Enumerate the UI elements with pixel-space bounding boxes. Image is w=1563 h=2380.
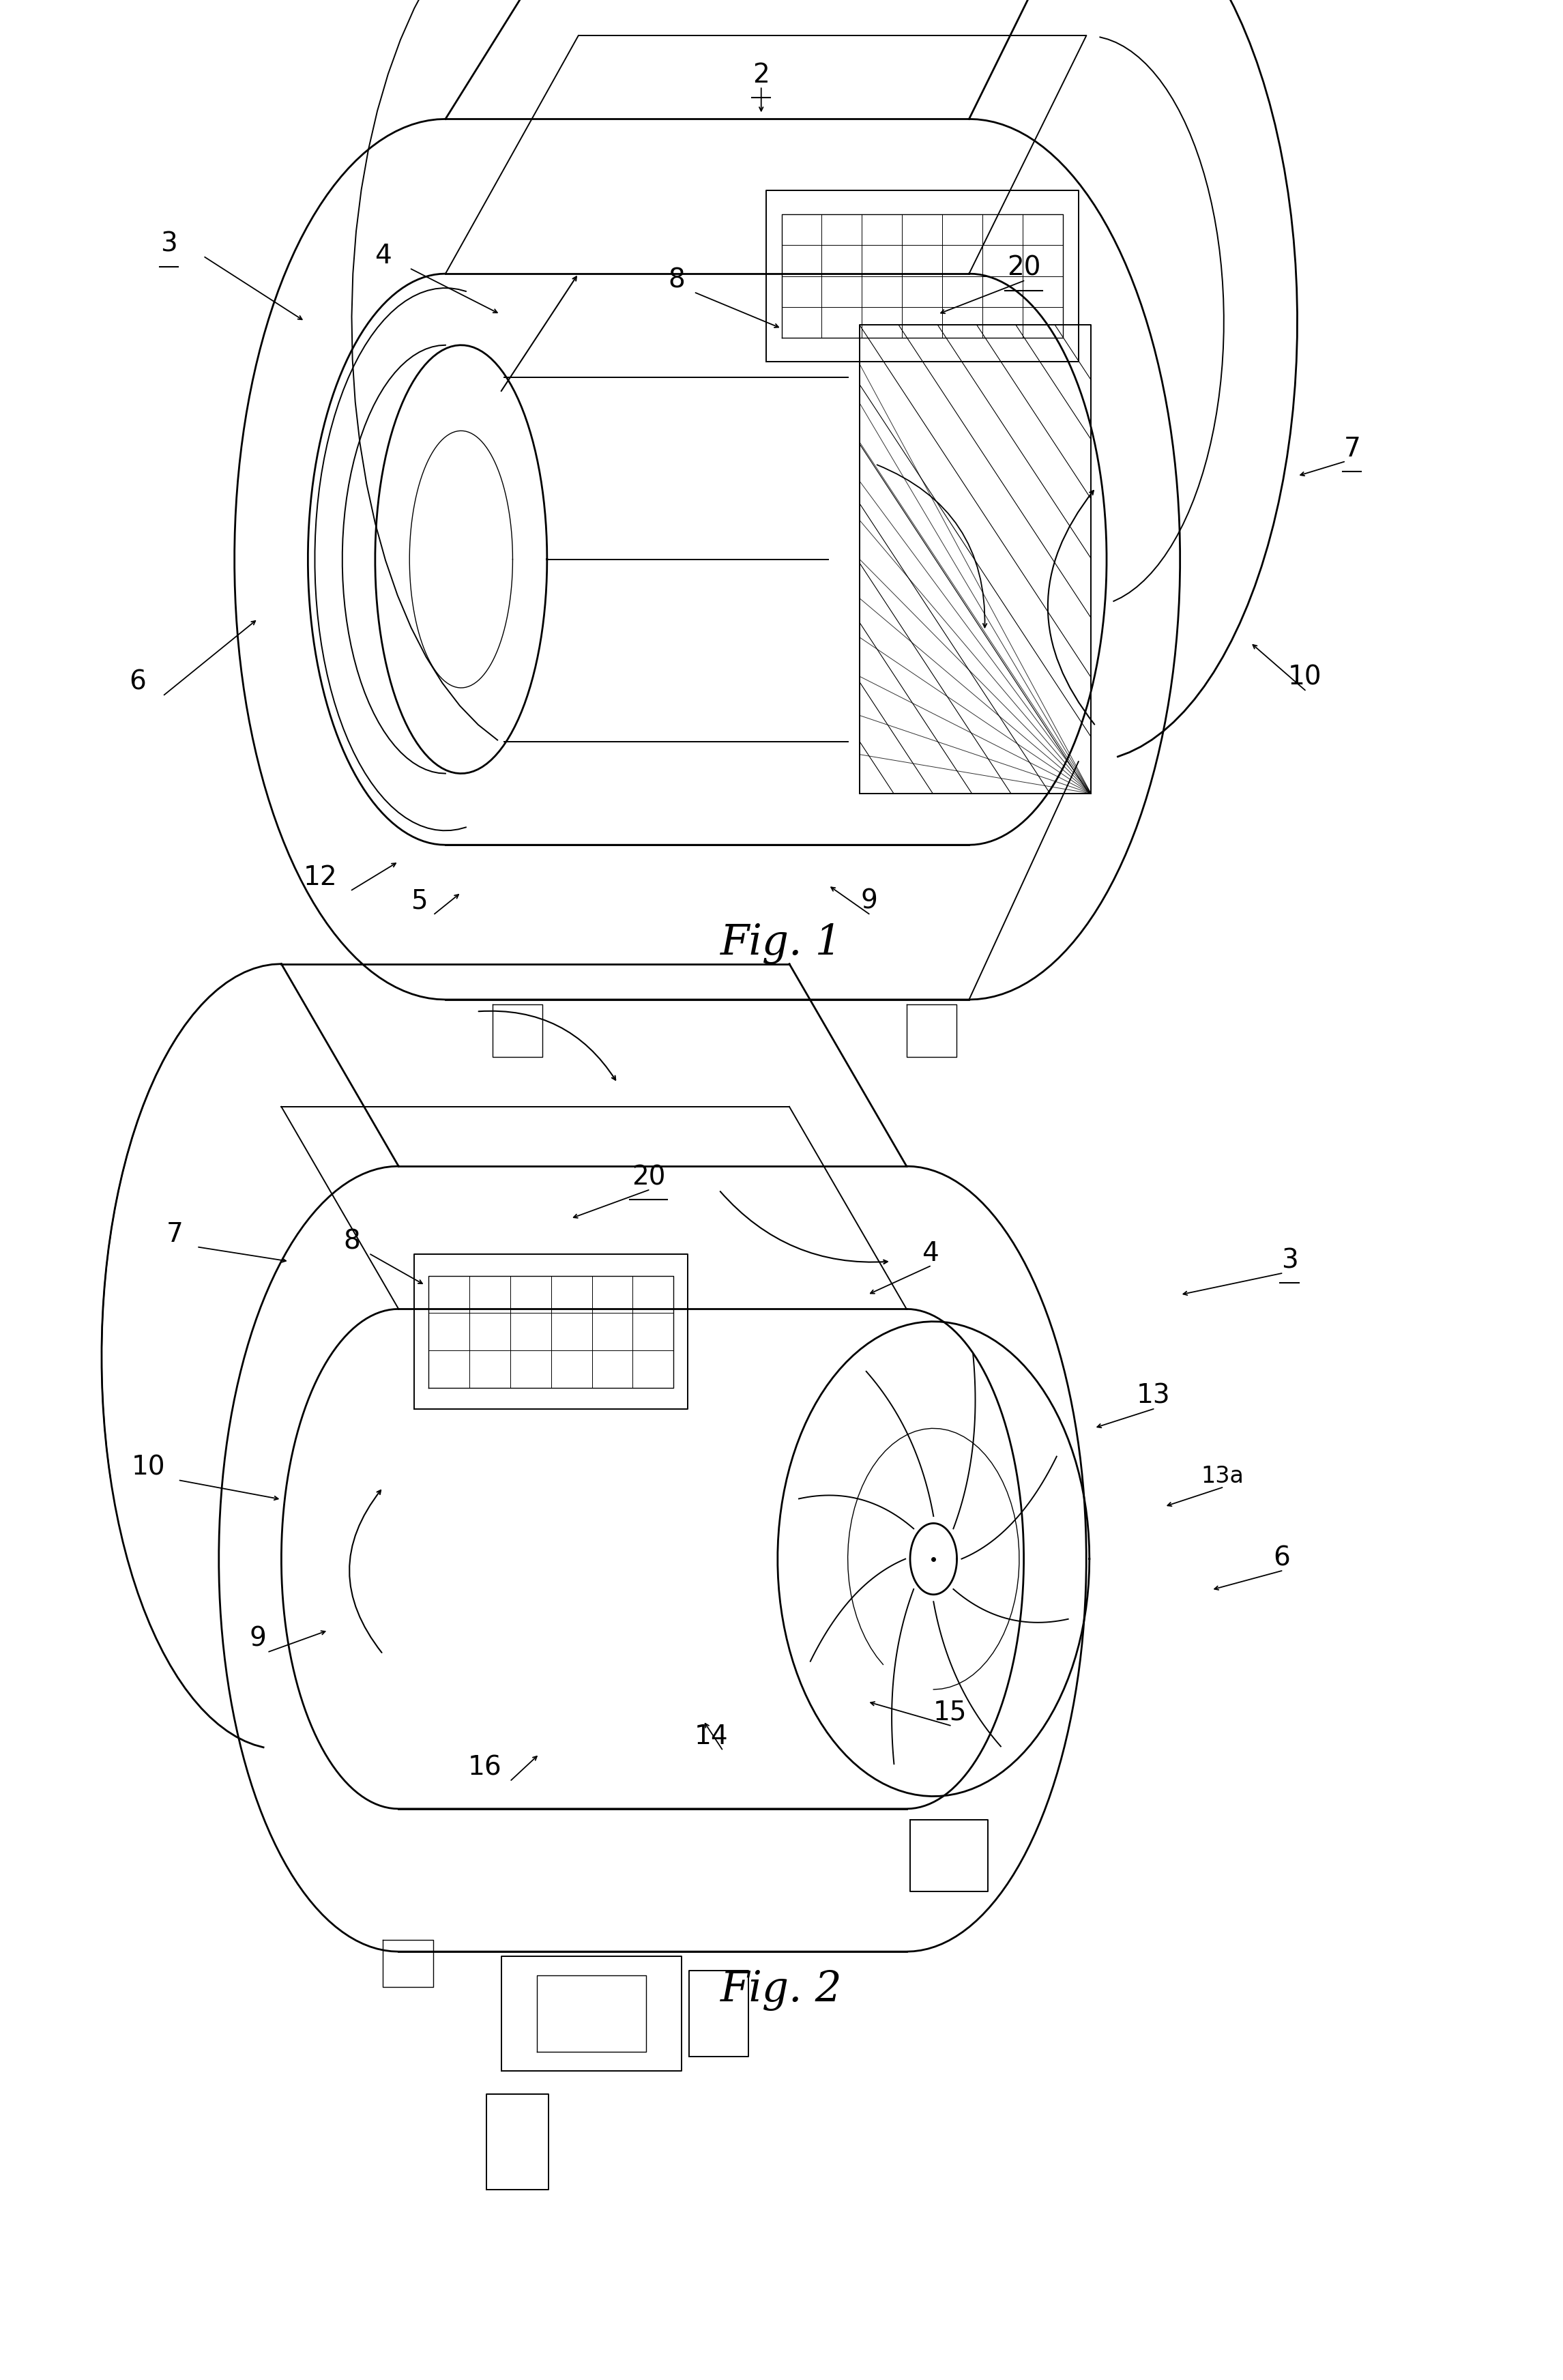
Text: 4: 4 [922, 1240, 938, 1266]
Text: 10: 10 [131, 1454, 166, 1480]
Text: 6: 6 [1274, 1545, 1289, 1571]
Text: 13: 13 [1136, 1383, 1171, 1409]
Text: 2: 2 [753, 62, 769, 88]
Text: 10: 10 [1288, 664, 1322, 690]
Text: 3: 3 [1282, 1247, 1297, 1273]
Text: 13a: 13a [1200, 1466, 1244, 1488]
Text: 7: 7 [1344, 436, 1360, 462]
Text: 5: 5 [411, 888, 427, 914]
Text: Fig. 1: Fig. 1 [721, 923, 842, 964]
Text: 16: 16 [467, 1754, 502, 1780]
Text: 4: 4 [375, 243, 391, 269]
Text: 15: 15 [933, 1699, 967, 1726]
Text: 7: 7 [167, 1221, 183, 1247]
Text: 12: 12 [303, 864, 338, 890]
Text: 9: 9 [861, 888, 877, 914]
Text: 14: 14 [694, 1723, 728, 1749]
Text: 8: 8 [669, 267, 685, 293]
Text: 6: 6 [130, 669, 145, 695]
Text: 20: 20 [1007, 255, 1041, 281]
Text: Fig. 2: Fig. 2 [721, 1971, 842, 2011]
Text: 3: 3 [161, 231, 177, 257]
Text: 9: 9 [250, 1626, 266, 1652]
Text: 20: 20 [631, 1164, 666, 1190]
Text: 8: 8 [344, 1228, 359, 1254]
